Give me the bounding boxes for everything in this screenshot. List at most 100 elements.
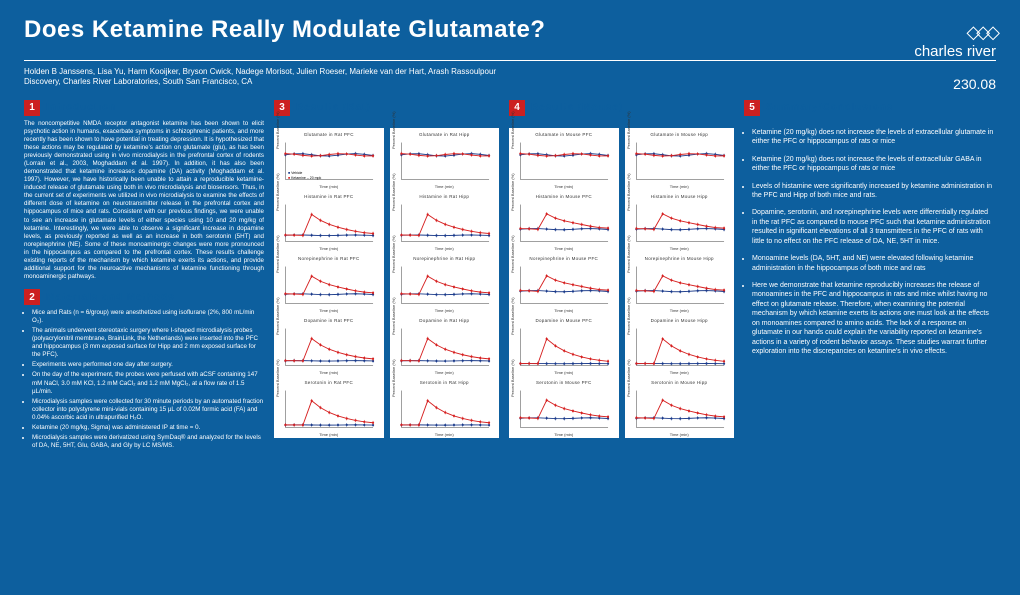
x-axis-label: Time (min) bbox=[513, 308, 615, 313]
chart-row: Histamine in Mouse PFC Percent Baseline … bbox=[509, 190, 734, 252]
x-axis-label: Time (min) bbox=[394, 308, 496, 313]
x-axis-label: Time (min) bbox=[278, 370, 380, 375]
chart-row: Glutamate in Rat PFC Percent Baseline (%… bbox=[274, 128, 499, 190]
x-axis-label: Time (min) bbox=[394, 432, 496, 437]
y-axis-label: Percent Baseline (%) bbox=[510, 235, 515, 273]
y-axis-label: Percent Baseline (%) bbox=[626, 173, 631, 211]
y-axis-label: Percent Baseline (%) bbox=[626, 297, 631, 335]
section-title: Results (Rat) bbox=[296, 102, 371, 113]
x-axis-label: Time (min) bbox=[629, 432, 731, 437]
y-axis-label: Percent Baseline (%) bbox=[275, 297, 280, 335]
chart-title: Serotonin in Mouse PFC bbox=[513, 380, 615, 385]
chart-panel: Glutamate in Mouse PFC Percent Baseline … bbox=[509, 128, 619, 190]
x-axis-label: Time (min) bbox=[278, 184, 380, 189]
y-axis-label: Percent Baseline (%) bbox=[626, 235, 631, 273]
chart-panel: Glutamate in Rat PFC Percent Baseline (%… bbox=[274, 128, 384, 190]
chart-title: Norepinephrine in Rat Hipp bbox=[394, 256, 496, 261]
chart-title: Dopamine in Mouse Hipp bbox=[629, 318, 731, 323]
section-title: Introduction bbox=[46, 102, 116, 113]
chart-row: Norepinephrine in Rat PFC Percent Baseli… bbox=[274, 252, 499, 314]
chart-panel: Glutamate in Rat Hipp Percent Baseline (… bbox=[390, 128, 500, 190]
chart-panel: Norepinephrine in Mouse Hipp Percent Bas… bbox=[625, 252, 735, 314]
x-axis-label: Time (min) bbox=[394, 246, 496, 251]
chart-title: Norepinephrine in Mouse PFC bbox=[513, 256, 615, 261]
conclusion-item: Ketamine (20 mg/kg) does not increase th… bbox=[752, 155, 994, 174]
y-axis-label: Percent Baseline (%) bbox=[510, 173, 515, 211]
methods-item: The animals underwent stereotaxic surger… bbox=[32, 327, 264, 359]
logo-text: charles river bbox=[914, 43, 996, 60]
chart-panel: Histamine in Mouse Hipp Percent Baseline… bbox=[625, 190, 735, 252]
chart-title: Dopamine in Mouse PFC bbox=[513, 318, 615, 323]
chart-row: Serotonin in Mouse PFC Percent Baseline … bbox=[509, 376, 734, 438]
y-axis-label: Percent Baseline (%) bbox=[275, 235, 280, 273]
chart-row: Norepinephrine in Mouse PFC Percent Base… bbox=[509, 252, 734, 314]
x-axis-label: Time (min) bbox=[513, 432, 615, 437]
chart-title: Glutamate in Rat Hipp bbox=[394, 132, 496, 137]
y-axis-label: Percent Baseline (%) bbox=[510, 297, 515, 335]
poster-number: 230.08 bbox=[953, 76, 996, 92]
chart-panel: Dopamine in Mouse Hipp Percent Baseline … bbox=[625, 314, 735, 376]
chart-title: Histamine in Rat Hipp bbox=[394, 194, 496, 199]
affiliation: Discovery, Charles River Laboratories, S… bbox=[24, 77, 996, 87]
y-axis-label: Percent Baseline (%) bbox=[626, 359, 631, 397]
chart-title: Norepinephrine in Rat PFC bbox=[278, 256, 380, 261]
chart-panel: Norepinephrine in Mouse PFC Percent Base… bbox=[509, 252, 619, 314]
chart-title: Norepinephrine in Mouse Hipp bbox=[629, 256, 731, 261]
y-axis-label: Percent Baseline (%) bbox=[391, 173, 396, 211]
chart-panel: Dopamine in Rat PFC Percent Baseline (%)… bbox=[274, 314, 384, 376]
authors-block: Holden B Janssens, Lisa Yu, Harm Kooijke… bbox=[0, 67, 1020, 88]
column-conclusions: 5 Summary/Conclusions Ketamine (20 mg/kg… bbox=[744, 100, 994, 548]
y-axis-label: Percent Baseline (%) bbox=[391, 235, 396, 273]
x-axis-label: Time (min) bbox=[629, 308, 731, 313]
chart-title: Glutamate in Rat PFC bbox=[278, 132, 380, 137]
chart-row: Dopamine in Mouse PFC Percent Baseline (… bbox=[509, 314, 734, 376]
x-axis-label: Time (min) bbox=[513, 184, 615, 189]
section-introduction: 1 Introduction The noncompetitive NMDA r… bbox=[24, 100, 264, 281]
chart-title: Histamine in Mouse Hipp bbox=[629, 194, 731, 199]
logo-icon: ◇◇◇ bbox=[914, 22, 996, 43]
y-axis-label: Percent Baseline (%) bbox=[275, 359, 280, 397]
methods-item: On the day of the experiment, the probes… bbox=[32, 371, 264, 395]
chart-title: Dopamine in Rat Hipp bbox=[394, 318, 496, 323]
chart-title: Dopamine in Rat PFC bbox=[278, 318, 380, 323]
y-axis-label: Percent Baseline (%) bbox=[510, 359, 515, 397]
column-results-rat: 3 Results (Rat) Glutamate in Rat PFC Per… bbox=[274, 100, 499, 548]
company-logo: ◇◇◇ charles river bbox=[914, 22, 996, 60]
section-title: Summary/Conclusions bbox=[766, 102, 893, 113]
intro-paragraph: The noncompetitive NMDA receptor antagon… bbox=[24, 120, 264, 281]
x-axis-label: Time (min) bbox=[278, 432, 380, 437]
methods-item: Microdialysis samples were collected for… bbox=[32, 398, 264, 422]
chart-row: Glutamate in Mouse PFC Percent Baseline … bbox=[509, 128, 734, 190]
x-axis-label: Time (min) bbox=[278, 308, 380, 313]
chart-title: Histamine in Rat PFC bbox=[278, 194, 380, 199]
chart-panel: Histamine in Rat PFC Percent Baseline (%… bbox=[274, 190, 384, 252]
chart-panel: Serotonin in Rat Hipp Percent Baseline (… bbox=[390, 376, 500, 438]
y-axis-label: Percent Baseline (%) bbox=[391, 297, 396, 335]
x-axis-label: Time (min) bbox=[629, 246, 731, 251]
methods-item: Experiments were performed one day after… bbox=[32, 361, 264, 369]
chart-panel: Norepinephrine in Rat PFC Percent Baseli… bbox=[274, 252, 384, 314]
conclusion-item: Dopamine, serotonin, and norepinephrine … bbox=[752, 208, 994, 246]
chart-panel: Glutamate in Mouse Hipp Percent Baseline… bbox=[625, 128, 735, 190]
chart-title: Glutamate in Mouse Hipp bbox=[629, 132, 731, 137]
chart-row: Histamine in Rat PFC Percent Baseline (%… bbox=[274, 190, 499, 252]
y-axis-label: Percent Baseline (%) bbox=[391, 111, 396, 149]
column-results-mouse: 4 Results (Mouse) Glutamate in Mouse PFC… bbox=[509, 100, 734, 548]
x-axis-label: Time (min) bbox=[394, 184, 496, 189]
section-number: 2 bbox=[24, 289, 40, 305]
chart-panel: Histamine in Rat Hipp Percent Baseline (… bbox=[390, 190, 500, 252]
y-axis-label: Percent Baseline (%) bbox=[391, 359, 396, 397]
chart-panel: Histamine in Mouse PFC Percent Baseline … bbox=[509, 190, 619, 252]
conclusion-item: Here we demonstrate that ketamine reprod… bbox=[752, 281, 994, 357]
chart-panel: Dopamine in Rat Hipp Percent Baseline (%… bbox=[390, 314, 500, 376]
chart-row: Dopamine in Rat PFC Percent Baseline (%)… bbox=[274, 314, 499, 376]
poster-header: Does Ketamine Really Modulate Glutamate?… bbox=[0, 0, 1020, 50]
methods-list: Mice and Rats (n = 6/group) were anesthe… bbox=[24, 309, 264, 450]
chart-title: Glutamate in Mouse PFC bbox=[513, 132, 615, 137]
section-methods: 2 Materials and Methods Mice and Rats (n… bbox=[24, 289, 264, 452]
methods-item: Mice and Rats (n = 6/group) were anesthe… bbox=[32, 309, 264, 325]
section-title: Results (Mouse) bbox=[531, 102, 623, 113]
section-number: 1 bbox=[24, 100, 40, 116]
y-axis-label: Percent Baseline (%) bbox=[626, 111, 631, 149]
chart-panel: Serotonin in Mouse PFC Percent Baseline … bbox=[509, 376, 619, 438]
